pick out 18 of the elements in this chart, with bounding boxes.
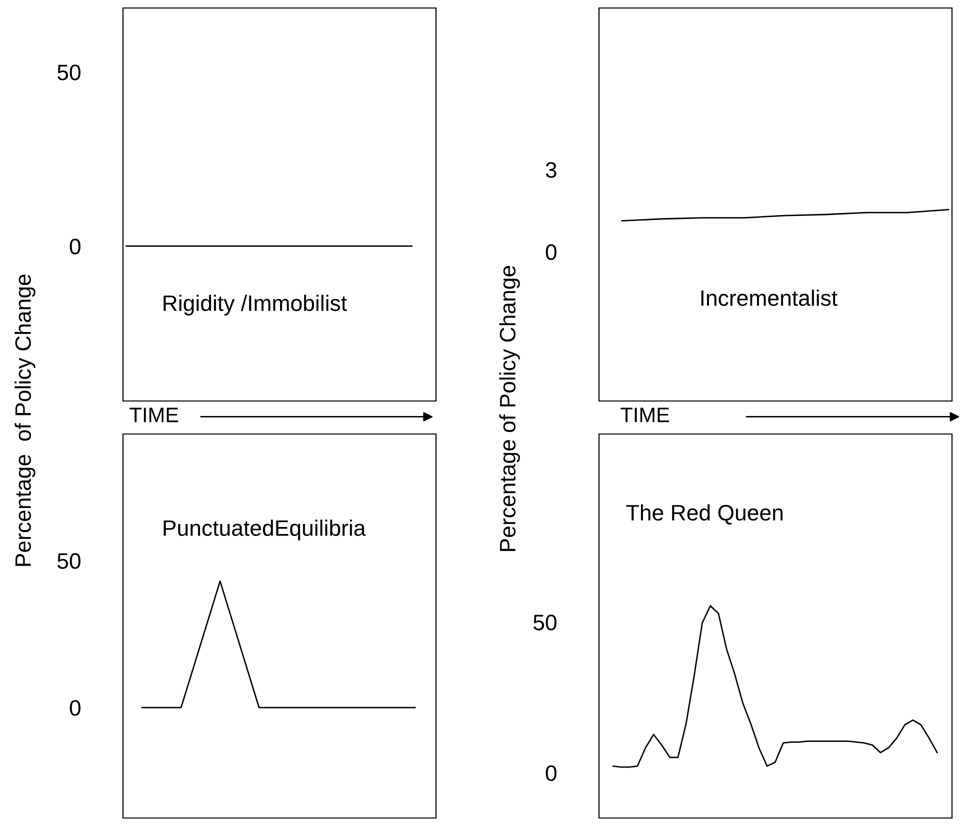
y-axis-title: Percentage of Policy Change <box>499 266 520 551</box>
y-tick-label: 0 <box>70 238 80 254</box>
y-tick-label: 0 <box>546 244 556 260</box>
text: Incrementalist <box>701 290 838 306</box>
text: Rigidity /Immobilist <box>164 294 347 316</box>
x-axis-title: TIME <box>130 408 178 422</box>
y-tick-label: 0 <box>546 765 556 782</box>
y-tick-label: 50 <box>58 553 80 569</box>
text: PunctuatedEquilibria <box>164 520 366 540</box>
text: The Red Queen <box>626 504 783 525</box>
y-tick-label: 3 <box>546 162 556 178</box>
y-tick-label: 50 <box>58 64 80 80</box>
line-series <box>612 605 938 768</box>
x-axis-title: TIME <box>620 408 670 422</box>
y-tick-label: 0 <box>70 700 80 716</box>
y-axis-title: Percentage of Policy Change <box>14 274 36 566</box>
line-series <box>621 208 950 222</box>
y-tick-label: 50 <box>534 614 556 630</box>
